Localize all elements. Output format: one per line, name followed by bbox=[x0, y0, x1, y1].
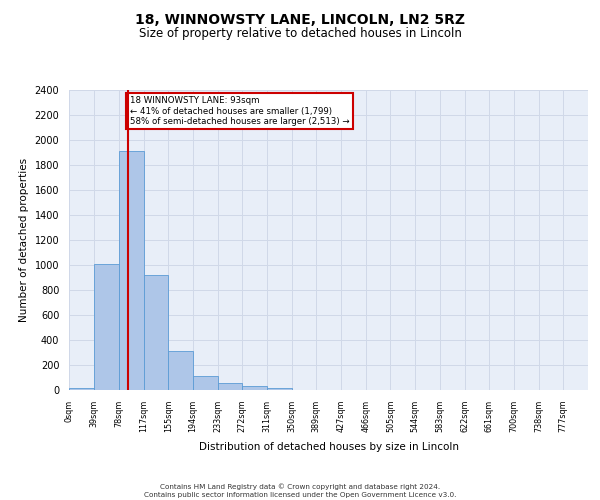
Bar bbox=[218, 383, 242, 390]
Bar bbox=[119, 151, 143, 390]
Text: 18, WINNOWSTY LANE, LINCOLN, LN2 5RZ: 18, WINNOWSTY LANE, LINCOLN, LN2 5RZ bbox=[135, 12, 465, 26]
Bar bbox=[94, 264, 119, 390]
Bar bbox=[193, 376, 218, 390]
Bar bbox=[168, 351, 193, 390]
Bar bbox=[143, 275, 168, 390]
Text: Distribution of detached houses by size in Lincoln: Distribution of detached houses by size … bbox=[199, 442, 459, 452]
Bar bbox=[242, 386, 267, 390]
Text: Contains HM Land Registry data © Crown copyright and database right 2024.
Contai: Contains HM Land Registry data © Crown c… bbox=[144, 484, 456, 498]
Bar bbox=[267, 388, 292, 390]
Text: Size of property relative to detached houses in Lincoln: Size of property relative to detached ho… bbox=[139, 28, 461, 40]
Y-axis label: Number of detached properties: Number of detached properties bbox=[19, 158, 29, 322]
Text: 18 WINNOWSTY LANE: 93sqm
← 41% of detached houses are smaller (1,799)
58% of sem: 18 WINNOWSTY LANE: 93sqm ← 41% of detach… bbox=[130, 96, 349, 126]
Bar bbox=[70, 388, 94, 390]
